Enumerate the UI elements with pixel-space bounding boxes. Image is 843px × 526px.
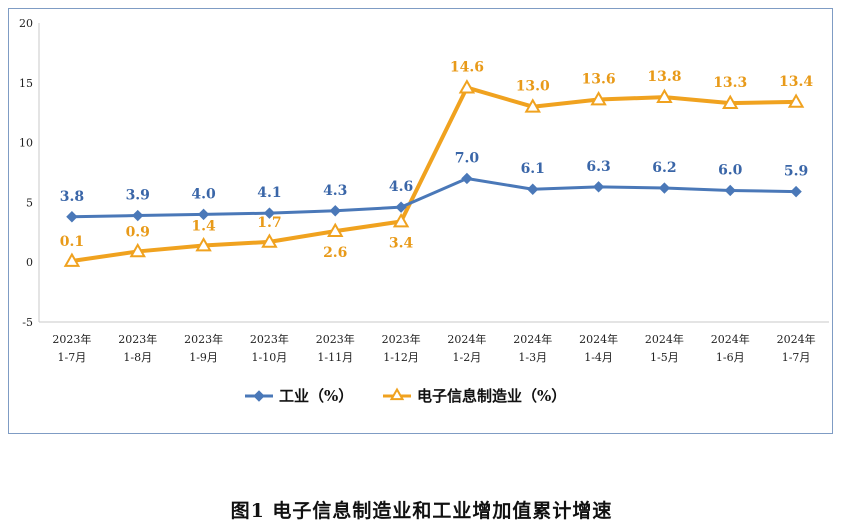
data-label-industry: 4.3 — [323, 183, 347, 199]
x-tick-label-year: 2024年 — [447, 332, 486, 346]
data-point-industry — [395, 201, 407, 213]
data-point-electronics — [458, 79, 476, 94]
x-tick-label-period: 1-7月 — [58, 351, 87, 364]
data-point-electronics — [392, 213, 410, 228]
y-tick-label: 10 — [19, 137, 33, 150]
data-point-electronics — [129, 242, 146, 258]
series-line-electronics — [71, 85, 797, 263]
x-tick-label-period: 1-12月 — [383, 351, 419, 364]
x-tick-label-year: 2023年 — [250, 332, 289, 346]
data-label-industry: 6.0 — [718, 162, 743, 178]
x-tick-label-year: 2023年 — [118, 332, 157, 346]
data-label-industry: 5.9 — [784, 164, 808, 180]
data-label-industry: 6.2 — [652, 160, 676, 176]
data-label-electronics: 0.1 — [60, 234, 84, 250]
x-tick-label-year: 2023年 — [382, 332, 421, 346]
data-label-industry: 4.6 — [389, 179, 413, 195]
x-tick-label-period: 1-11月 — [317, 351, 353, 364]
x-tick-label-year: 2024年 — [579, 332, 618, 346]
data-point-electronics — [590, 91, 607, 106]
data-label-electronics: 1.4 — [191, 218, 216, 234]
data-label-electronics: 0.9 — [126, 224, 150, 240]
data-point-industry — [790, 185, 802, 198]
legend-marker-industry — [253, 390, 265, 402]
x-tick-label-year: 2024年 — [711, 332, 750, 346]
data-label-industry: 3.9 — [126, 188, 150, 204]
data-label-electronics: 3.4 — [389, 236, 414, 252]
data-label-electronics: 13.8 — [647, 69, 681, 85]
data-point-industry — [197, 208, 210, 221]
data-point-industry — [132, 209, 144, 222]
x-tick-label-period: 1-10月 — [252, 351, 288, 364]
x-tick-label-period: 1-8月 — [123, 351, 152, 364]
data-point-industry — [329, 205, 341, 217]
x-tick-label-period: 1-9月 — [189, 351, 218, 364]
line-chart: 20 15 10 5 0 -5 2023年 1-7月 2023年 1-8月 2023年 1-9月 202… — [19, 17, 829, 405]
data-point-electronics — [261, 233, 278, 248]
data-label-electronics: 13.3 — [713, 75, 747, 91]
legend-label-electronics: 电子信息制造业（%） — [417, 387, 566, 405]
y-tick-label: 15 — [19, 77, 33, 90]
data-point-industry — [658, 182, 671, 194]
series-line-industry — [71, 176, 797, 219]
x-tick-label-year: 2024年 — [645, 332, 684, 346]
data-label-industry: 6.1 — [521, 161, 545, 177]
data-label-electronics: 1.7 — [257, 215, 281, 231]
data-point-industry — [66, 211, 78, 223]
data-point-industry — [724, 184, 736, 197]
data-point-industry — [263, 207, 276, 219]
legend-marker-electronics — [389, 387, 405, 401]
data-point-industry — [461, 172, 473, 185]
x-tick-label-period: 1-5月 — [650, 351, 679, 364]
data-label-electronics: 13.0 — [516, 79, 550, 95]
data-label-industry: 4.1 — [257, 185, 281, 201]
y-tick-label: 0 — [26, 256, 33, 269]
data-label-electronics: 13.6 — [582, 72, 616, 88]
x-tick-label-year: 2023年 — [316, 332, 355, 346]
data-label-electronics: 2.6 — [323, 245, 347, 261]
x-tick-label-period: 1-2月 — [453, 351, 482, 364]
data-point-industry — [527, 183, 539, 195]
data-label-industry: 7.0 — [455, 150, 480, 166]
data-point-electronics — [327, 222, 344, 237]
y-tick-label: -5 — [22, 316, 33, 329]
chart-caption: 图1 电子信息制造业和工业增加值累计增速 — [230, 500, 613, 522]
data-label-industry: 3.8 — [60, 189, 84, 205]
data-point-industry — [592, 181, 605, 193]
y-tick-label: 20 — [19, 17, 33, 30]
data-label-electronics: 14.6 — [450, 60, 484, 76]
data-label-industry: 4.0 — [191, 186, 216, 202]
data-point-electronics — [656, 88, 673, 104]
x-tick-label-period: 1-7月 — [782, 351, 811, 364]
data-label-industry: 6.3 — [586, 159, 610, 175]
data-point-electronics — [63, 252, 81, 267]
x-tick-label-period: 1-4月 — [584, 351, 613, 364]
x-tick-label-year: 2024年 — [777, 332, 816, 346]
data-point-electronics — [524, 98, 541, 113]
chart-frame: 20 15 10 5 0 -5 2023年 1-7月 2023年 1-8月 2023年 1-9月 202… — [8, 8, 833, 434]
x-tick-label-year: 2023年 — [52, 332, 91, 346]
data-point-electronics — [787, 93, 805, 108]
x-tick-label-period: 1-6月 — [716, 351, 745, 364]
data-point-electronics — [195, 236, 212, 252]
x-tick-label-period: 1-3月 — [518, 351, 547, 364]
data-point-electronics — [722, 94, 739, 110]
x-tick-label-year: 2024年 — [513, 332, 552, 346]
legend-label-industry: 工业（%） — [279, 387, 353, 405]
data-label-electronics: 13.4 — [779, 74, 813, 90]
y-tick-label: 5 — [26, 196, 33, 209]
x-tick-label-year: 2023年 — [184, 332, 223, 346]
